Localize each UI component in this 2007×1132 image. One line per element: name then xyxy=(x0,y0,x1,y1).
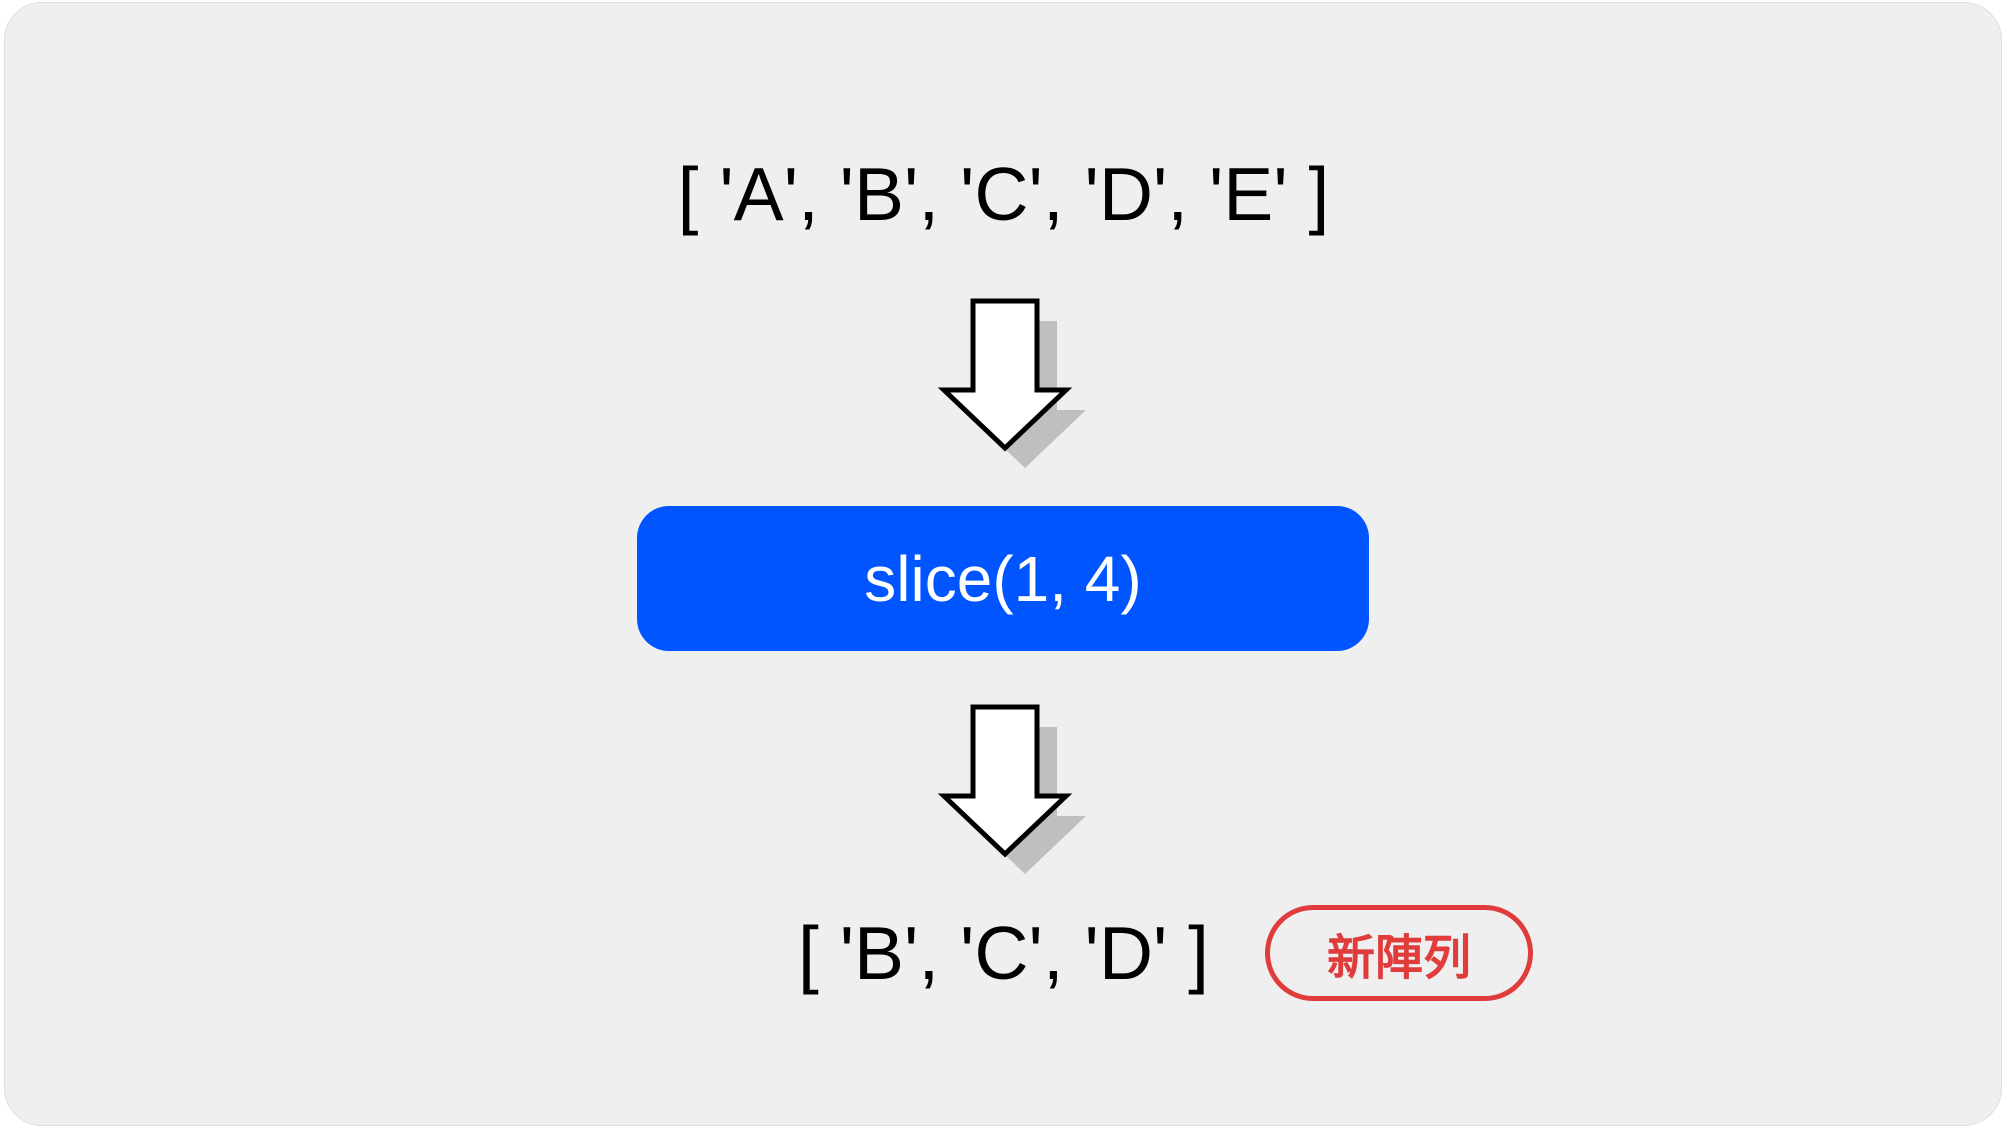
new-array-badge-label: 新陣列 xyxy=(1326,930,1471,986)
down-arrow-icon xyxy=(937,704,1086,874)
arrow-body xyxy=(937,704,1073,858)
arrow-body xyxy=(937,298,1073,452)
down-arrow-icon xyxy=(937,298,1086,468)
new-array-badge: 新陣列 xyxy=(1265,905,1533,1001)
output-array: [ 'B', 'C', 'D' ] xyxy=(798,911,1209,995)
input-array: [ 'A', 'B', 'C', 'D', 'E' ] xyxy=(677,152,1330,236)
slice-method-label: slice(1, 4) xyxy=(864,542,1142,615)
slice-method-box: slice(1, 4) xyxy=(637,506,1369,651)
